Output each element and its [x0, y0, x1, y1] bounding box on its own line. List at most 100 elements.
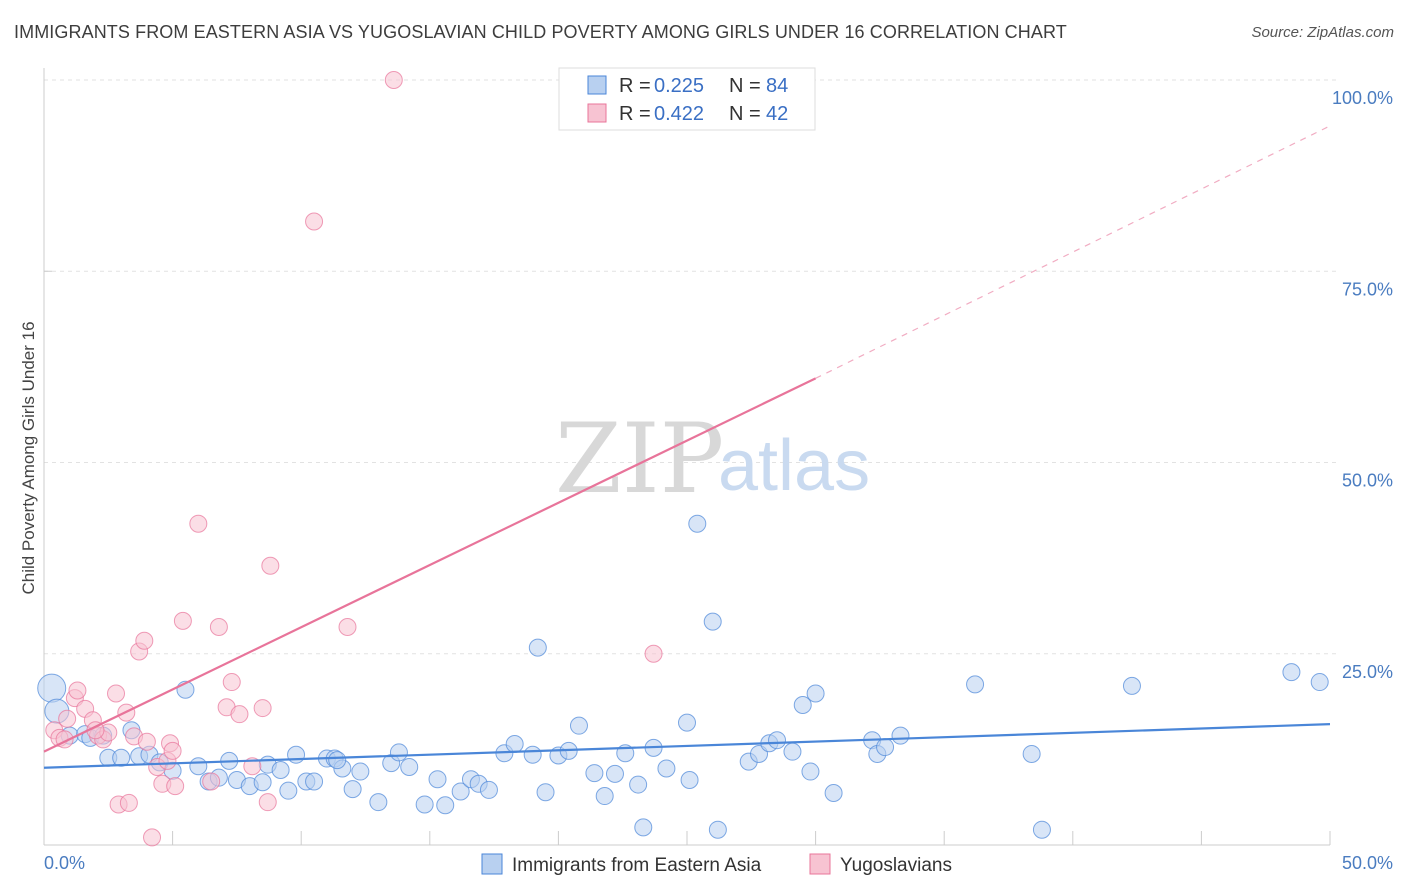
bottom-legend-label: Yugoslavians: [840, 855, 952, 876]
legend-swatch-blue: [587, 75, 607, 95]
point-eastern-asia: [1122, 676, 1141, 695]
point-eastern-asia: [428, 770, 447, 789]
legend-n-value: 84: [766, 75, 788, 97]
point-eastern-asia: [783, 742, 802, 761]
trend-line-yugoslavians: [43, 377, 817, 753]
legend-r-label: R =: [619, 75, 651, 97]
point-yugoslavians: [173, 611, 192, 630]
point-yugoslavians: [137, 732, 156, 751]
point-yugoslavians: [202, 772, 221, 791]
point-eastern-asia: [189, 757, 208, 776]
point-yugoslavians: [68, 681, 87, 700]
point-eastern-asia: [351, 762, 370, 781]
point-yugoslavians: [644, 644, 663, 663]
point-eastern-asia: [801, 762, 820, 781]
watermark-atlas: atlas: [718, 426, 870, 506]
chart-source: Source: ZipAtlas.com: [1251, 24, 1394, 41]
point-eastern-asia: [343, 780, 362, 799]
x-tick-label: 50.0%: [1342, 853, 1393, 873]
point-eastern-asia: [528, 638, 547, 657]
bottom-legend: Immigrants from Eastern Asia Yugoslavian…: [481, 853, 952, 876]
chart-title: IMMIGRANTS FROM EASTERN ASIA VS YUGOSLAV…: [14, 22, 1067, 42]
point-yugoslavians: [163, 741, 182, 760]
legend-swatch-pink: [587, 103, 607, 123]
trend-lines: [43, 125, 1331, 769]
point-yugoslavians: [166, 777, 185, 796]
point-eastern-asia: [389, 743, 408, 762]
legend-n-label: N =: [729, 103, 761, 125]
y-axis-label: Child Poverty Among Girls Under 16: [19, 321, 38, 594]
point-eastern-asia: [279, 781, 298, 800]
trend-line-eastern-asia: [43, 723, 1331, 769]
point-yugoslavians: [143, 828, 162, 847]
point-yugoslavians: [305, 212, 324, 231]
legend-r-label: R =: [619, 103, 651, 125]
point-eastern-asia: [657, 759, 676, 778]
point-eastern-asia: [703, 612, 722, 631]
point-eastern-asia: [253, 773, 272, 792]
point-eastern-asia: [876, 738, 895, 757]
point-eastern-asia: [415, 795, 434, 814]
point-eastern-asia: [369, 793, 388, 812]
trend-line-extension: [815, 125, 1331, 379]
point-eastern-asia: [824, 783, 843, 802]
watermark: ZIP atlas: [555, 403, 870, 515]
point-eastern-asia: [451, 782, 470, 801]
point-yugoslavians: [258, 793, 277, 812]
point-yugoslavians: [209, 617, 228, 636]
tick-labels: 25.0% 50.0% 75.0% 100.0% 0.0% 50.0%: [44, 88, 1393, 873]
point-eastern-asia: [569, 716, 588, 735]
point-eastern-asia: [305, 772, 324, 791]
point-yugoslavians: [338, 617, 357, 636]
point-yugoslavians: [261, 556, 280, 575]
point-yugoslavians: [107, 684, 126, 703]
point-eastern-asia: [708, 820, 727, 839]
point-eastern-asia: [523, 745, 542, 764]
legend-n-value: 42: [766, 103, 788, 125]
point-eastern-asia: [505, 735, 524, 754]
legend-r-value: 0.422: [654, 103, 704, 125]
point-eastern-asia: [287, 745, 306, 764]
axes: [43, 68, 1331, 846]
point-eastern-asia: [605, 764, 624, 783]
point-eastern-asia: [688, 514, 707, 533]
point-eastern-asia: [595, 787, 614, 806]
point-eastern-asia: [436, 796, 455, 815]
watermark-zip: ZIP: [555, 403, 724, 515]
point-eastern-asia: [1032, 820, 1051, 839]
point-yugoslavians: [243, 757, 262, 776]
grid-lines: [44, 79, 1340, 655]
y-tick-label: 25.0%: [1342, 662, 1393, 682]
point-eastern-asia: [806, 684, 825, 703]
y-tick-label: 100.0%: [1332, 88, 1393, 108]
point-eastern-asia: [479, 780, 498, 799]
point-yugoslavians: [189, 514, 208, 533]
point-yugoslavians: [384, 71, 403, 89]
x-tick-label: 0.0%: [44, 853, 85, 873]
bottom-legend-swatch-blue: [481, 853, 503, 875]
legend-r-value: 0.225: [654, 75, 704, 97]
bottom-legend-swatch-pink: [809, 853, 831, 875]
point-eastern-asia: [891, 726, 910, 745]
point-yugoslavians: [230, 705, 249, 724]
point-yugoslavians: [58, 709, 77, 728]
bottom-legend-label: Immigrants from Eastern Asia: [512, 855, 762, 876]
data-points: [37, 71, 1329, 847]
point-eastern-asia: [112, 748, 131, 767]
y-tick-label: 75.0%: [1342, 279, 1393, 299]
point-yugoslavians: [253, 699, 272, 718]
point-eastern-asia: [400, 757, 419, 776]
point-eastern-asia: [328, 751, 347, 770]
point-eastern-asia: [793, 696, 812, 715]
point-eastern-asia: [680, 770, 699, 789]
top-legend: R = 0.225 N = 84 R = 0.422 N = 42: [558, 67, 816, 131]
point-eastern-asia: [1022, 744, 1041, 763]
point-yugoslavians: [222, 673, 241, 692]
y-tick-label: 50.0%: [1342, 471, 1393, 491]
point-eastern-asia: [37, 673, 67, 703]
point-yugoslavians: [135, 631, 154, 650]
point-eastern-asia: [768, 731, 787, 750]
point-eastern-asia: [1310, 673, 1329, 692]
legend-n-label: N =: [729, 75, 761, 97]
